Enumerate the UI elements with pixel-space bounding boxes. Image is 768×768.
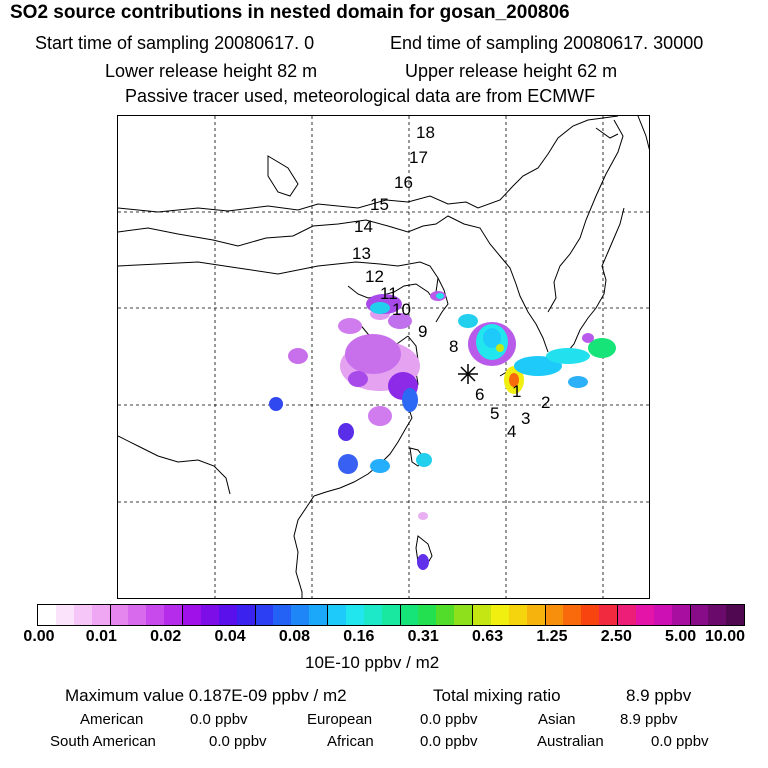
colorbar-tick-label: 0.04	[214, 628, 246, 645]
region-asian-label: Asian	[538, 711, 576, 728]
release-site-marker	[458, 364, 478, 384]
region-australian-label: Australian	[537, 733, 604, 750]
map-canvas	[118, 116, 649, 598]
region-african-label: African	[327, 733, 374, 750]
colorbar-swatch	[110, 605, 129, 625]
plot-title: SO2 source contributions in nested domai…	[10, 2, 570, 23]
track-label-12: 12	[365, 267, 384, 286]
colorbar-swatch	[309, 605, 328, 625]
colorbar-swatch	[436, 605, 455, 625]
track-label-1: 1	[512, 382, 522, 401]
track-label-5: 5	[490, 404, 500, 423]
colorbar-swatch	[653, 605, 672, 625]
colorbar-swatch	[400, 605, 419, 625]
colorbar-swatch	[363, 605, 382, 625]
colorbar-swatch	[55, 605, 74, 625]
colorbar-swatch	[73, 605, 92, 625]
upper-release-height: Upper release height 62 m	[405, 61, 618, 81]
colorbar-swatch	[671, 605, 691, 625]
colorbar-swatch	[164, 605, 183, 625]
region-south-american-label: South American	[50, 733, 156, 750]
colorbar-swatch	[526, 605, 546, 625]
map-panel: 18 17 16 15 14 13 12 11 10 9 8 6 1 2 3 4…	[117, 115, 650, 599]
track-label-11: 11	[380, 284, 398, 303]
colorbar-swatch	[91, 605, 111, 625]
colorbar-swatch	[635, 605, 654, 625]
colorbar-swatch	[128, 605, 147, 625]
track-label-17: 17	[409, 148, 428, 167]
colorbar-swatch	[454, 605, 473, 625]
track-label-9: 9	[418, 322, 428, 341]
colorbar-swatch	[291, 605, 310, 625]
track-label-13: 13	[352, 244, 371, 263]
colorbar-swatch	[726, 605, 745, 625]
colorbar	[37, 604, 745, 626]
colorbar-swatch	[273, 605, 292, 625]
track-label-8: 8	[449, 337, 459, 356]
colorbar-swatch	[200, 605, 219, 625]
region-african-value: 0.0 ppbv	[420, 733, 478, 750]
track-label-10: 10	[392, 300, 411, 319]
colorbar-swatch	[418, 605, 437, 625]
colorbar-tick-label: 0.01	[85, 628, 117, 645]
colorbar-tick-label: 0.63	[471, 628, 504, 645]
colorbar-swatch	[183, 605, 201, 625]
region-american-label: American	[80, 711, 144, 728]
colorbar-swatch	[563, 605, 582, 625]
total-mixing-ratio-label: Total mixing ratio	[433, 686, 561, 705]
colorbar-tick-label: 0.16	[343, 628, 375, 645]
colorbar-tick-label: 5.00	[665, 628, 697, 645]
colorbar-swatch	[581, 605, 600, 625]
region-european-value: 0.0 ppbv	[420, 711, 478, 728]
colorbar-tick-label: 2.50	[600, 628, 632, 645]
region-asian-value: 8.9 ppbv	[620, 711, 678, 728]
colorbar-swatch	[381, 605, 401, 625]
colorbar-swatch	[345, 605, 364, 625]
colorbar-tick-label: 0.02	[150, 628, 182, 645]
colorbar-swatch	[236, 605, 256, 625]
region-european-label: European	[307, 711, 373, 728]
tracer-note: Passive tracer used, meteorological data…	[125, 86, 596, 106]
region-american-value: 0.0 ppbv	[190, 711, 248, 728]
maximum-value: Maximum value 0.187E-09 ppbv / m2	[65, 686, 347, 705]
track-label-4: 4	[507, 422, 517, 441]
colorbar-swatch	[708, 605, 727, 625]
colorbar-swatch	[218, 605, 237, 625]
colorbar-tick-label: 0.00	[23, 628, 55, 645]
colorbar-unit: 10E-10 ppbv / m2	[305, 653, 440, 672]
lat-lon-grid	[118, 116, 649, 598]
colorbar-swatch	[690, 605, 709, 625]
track-label-14: 14	[354, 217, 373, 236]
colorbar-swatch	[508, 605, 527, 625]
colorbar-swatch	[38, 605, 56, 625]
track-label-6: 6	[475, 385, 485, 404]
end-time: End time of sampling 20080617. 30000	[390, 33, 704, 53]
track-label-3: 3	[521, 409, 531, 428]
track-label-2: 2	[541, 393, 551, 412]
colorbar-tick-label: 1.25	[536, 628, 568, 645]
colorbar-swatch	[618, 605, 636, 625]
concentration-field	[269, 291, 616, 570]
colorbar-swatch	[255, 605, 274, 625]
region-south-american-value: 0.0 ppbv	[209, 733, 267, 750]
lower-release-height: Lower release height 82 m	[105, 61, 318, 81]
track-label-16: 16	[394, 173, 413, 192]
colorbar-swatch	[490, 605, 509, 625]
colorbar-swatch	[545, 605, 564, 625]
total-mixing-ratio-value: 8.9 ppbv	[626, 686, 692, 705]
colorbar-swatch	[473, 605, 491, 625]
track-label-18: 18	[416, 123, 435, 142]
colorbar-tick-label: 10.00	[704, 628, 746, 645]
colorbar-tick-label: 0.31	[407, 628, 439, 645]
start-time: Start time of sampling 20080617. 0	[35, 33, 315, 53]
colorbar-swatch	[328, 605, 346, 625]
region-australian-value: 0.0 ppbv	[651, 733, 709, 750]
track-label-15: 15	[370, 195, 389, 214]
colorbar-swatch	[146, 605, 165, 625]
colorbar-swatch	[599, 605, 618, 625]
colorbar-tick-label: 0.08	[278, 628, 311, 645]
